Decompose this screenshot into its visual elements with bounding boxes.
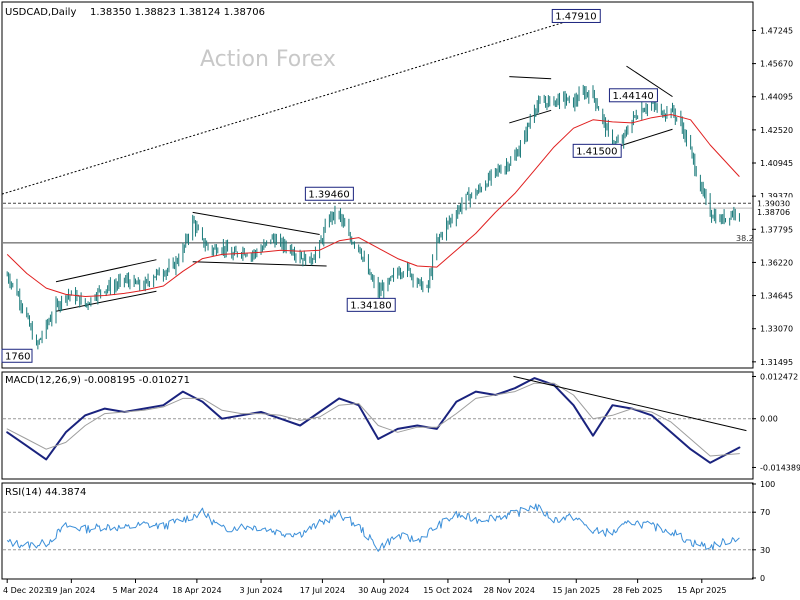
price-axis-tick-5: 1.39370 [760, 192, 793, 201]
rsi-panel-frame [1, 482, 754, 580]
price-layer: 38.2 1.47910 1.39460 1.34180 1.41500 1.44140 1… [0, 8, 754, 363]
price-axis-tick-2: 1.44095 [760, 93, 793, 102]
rsi-axis-tick-1: 70 [760, 508, 770, 517]
time-axis-tick-1: 19 Jan 2024 [47, 586, 95, 595]
price-trendline-1 [55, 259, 157, 283]
chart-header-ohlc: 1.38350 1.38823 1.38124 1.38706 [90, 7, 265, 18]
rsi-label: RSI(14) 44.3874 [5, 487, 86, 498]
time-axis-tick-10: 28 Feb 2025 [613, 586, 663, 595]
time-axis-tick-3: 18 Apr 2024 [172, 586, 221, 595]
macd-layer [3, 375, 752, 464]
price-annotation-box-0 [551, 8, 601, 23]
rsi-axis-tick-3: 0 [760, 574, 765, 583]
time-axis-tick-9: 15 Jan 2025 [552, 586, 600, 595]
price-trendline-4 [192, 261, 327, 267]
price-axis-tick-8: 1.34645 [760, 292, 793, 301]
price-axis-tick-0: 1.47245 [760, 26, 793, 35]
macd-axis-tick-1: 0.00 [760, 415, 778, 424]
rsi-layer [3, 503, 752, 552]
moving-average-line [6, 114, 740, 297]
macd-label: MACD(12,26,9) -0.008195 -0.010271 [5, 375, 190, 386]
time-axis-tick-0: 4 Dec 2023 [3, 586, 49, 595]
price-axis-tick-3: 1.42520 [760, 126, 793, 135]
price-trendline-7 [626, 65, 673, 98]
price-panel-frame [1, 1, 754, 369]
price-annotation-2: 1.34180 [350, 300, 391, 311]
price-annotation-0: 1.47910 [555, 11, 596, 22]
last-price-label: 1.38706 [757, 208, 790, 217]
axis-layer: 1.47245 1.45670 1.44095 1.42520 1.40945 1.393… [3, 26, 800, 595]
fib-382-label: 38.2 [736, 234, 754, 243]
price-annotation-box-3 [572, 143, 622, 158]
macd-series-1 [6, 382, 740, 457]
price-annotation-1: 1.39460 [308, 189, 349, 200]
price-axis-tick-6: 1.37795 [760, 225, 793, 234]
chart-header-symbol: USDCAD,Daily [5, 7, 76, 18]
price-annotation-box-5 [1, 348, 33, 363]
price-axis-tick-10: 1.31495 [760, 358, 793, 367]
macd-panel-frame [1, 371, 754, 480]
price-trendline-0 [0, 19, 573, 196]
price-trendline-3 [192, 211, 320, 235]
time-axis-tick-5: 17 Jul 2024 [300, 586, 345, 595]
time-axis-tick-2: 5 Mar 2024 [113, 586, 159, 595]
price-annotation-5: 1760 [5, 351, 30, 362]
macd-axis-tick-0: 0.012472 [760, 372, 798, 381]
time-axis-tick-8: 28 Nov 2024 [484, 586, 535, 595]
price-axis-tick-1: 1.45670 [760, 60, 793, 69]
hline-price-label: 1.39030 [757, 199, 790, 208]
price-axis-tick-9: 1.33070 [760, 325, 793, 334]
price-annotation-4: 1.44140 [612, 91, 653, 102]
macd-axis-tick-2: -0.014389 [760, 463, 800, 472]
price-annotation-box-4 [608, 88, 658, 103]
price-trendline-2 [55, 290, 157, 312]
time-axis-tick-7: 15 Oct 2024 [423, 586, 472, 595]
last-price-label-bg [754, 206, 798, 218]
rsi-axis-tick-0: 100 [760, 480, 775, 489]
price-axis-tick-4: 1.40945 [760, 159, 793, 168]
rsi-line [6, 503, 740, 552]
price-axis-tick-7: 1.36220 [760, 258, 793, 267]
ohlc-bars [6, 84, 740, 350]
time-axis-tick-6: 30 Aug 2024 [358, 586, 409, 595]
rsi-axis-tick-2: 30 [760, 546, 770, 555]
price-annotation-box-2 [346, 297, 396, 312]
price-annotation-3: 1.41500 [576, 146, 617, 157]
macd-trendline [513, 375, 747, 432]
price-annotation-box-1 [304, 186, 354, 201]
time-axis-tick-4: 3 Jun 2024 [240, 586, 283, 595]
watermark-text: Action Forex [200, 47, 336, 72]
hline-price-label-bg [754, 197, 798, 209]
time-axis-tick-11: 15 Apr 2025 [677, 586, 726, 595]
price-trendline-5 [509, 76, 552, 80]
